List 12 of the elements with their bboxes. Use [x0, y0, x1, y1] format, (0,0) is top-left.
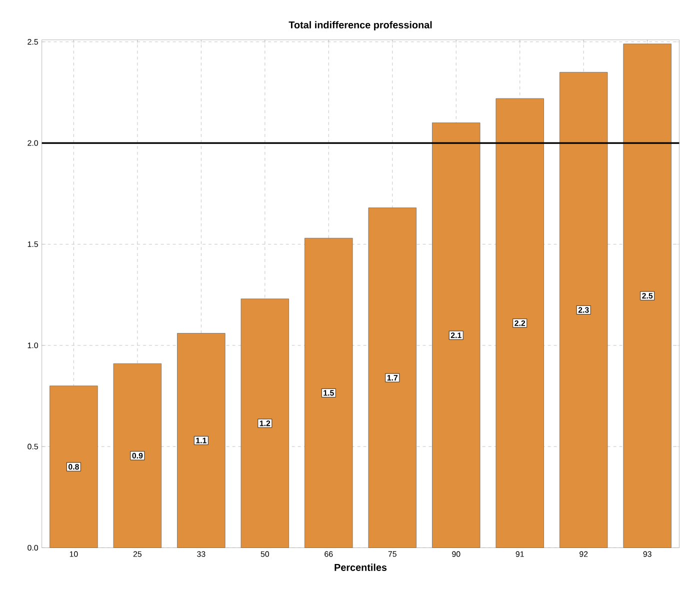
bar	[432, 122, 480, 548]
bar	[368, 208, 416, 548]
bar	[623, 44, 672, 548]
bar	[560, 72, 608, 548]
bar	[304, 238, 353, 548]
bar	[177, 333, 226, 548]
bar	[240, 298, 290, 548]
bar	[496, 98, 544, 548]
bar	[50, 386, 98, 548]
bar	[113, 364, 162, 548]
x-axis-title: Percentiles	[334, 564, 387, 572]
chart-title: Total indifference professional	[288, 21, 432, 31]
